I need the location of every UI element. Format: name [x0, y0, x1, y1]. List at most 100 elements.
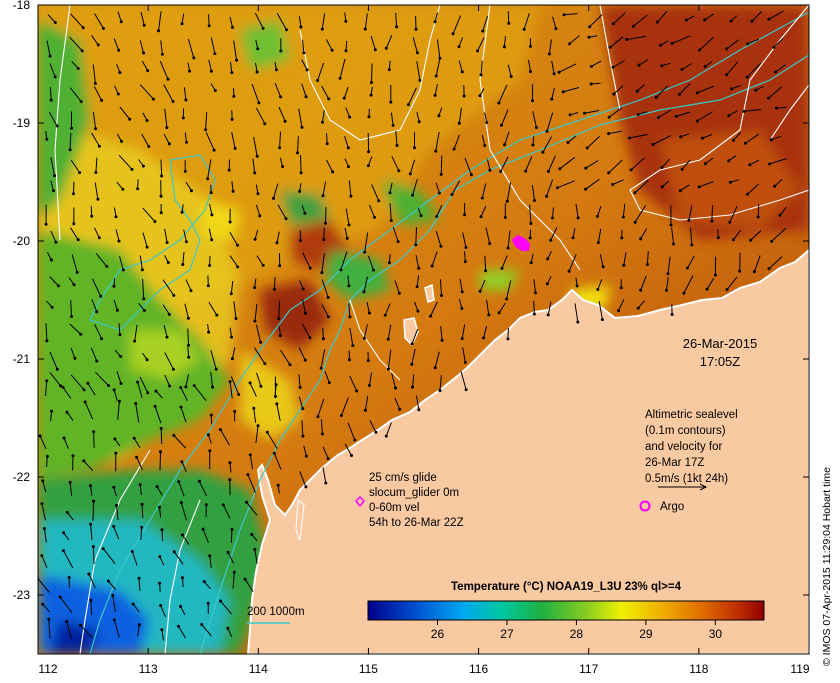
velocity-arrow	[301, 155, 302, 173]
velocity-arrow-head	[210, 238, 213, 241]
velocity-arrow-head	[679, 189, 682, 192]
velocity-arrow-head	[584, 188, 587, 191]
velocity-arrow-head	[72, 222, 75, 225]
velocity-arrow-head	[672, 243, 675, 246]
velocity-arrow-head	[207, 602, 210, 605]
velocity-arrow-head	[596, 215, 599, 218]
velocity-arrow-head	[142, 165, 145, 168]
velocity-arrow-head	[563, 13, 566, 16]
velocity-arrow-head	[546, 130, 549, 133]
velocity-arrow-head	[637, 113, 640, 116]
velocity-arrow-head	[340, 414, 343, 417]
velocity-arrow-head	[254, 320, 257, 323]
velocity-arrow-head	[533, 313, 536, 316]
velocity-arrow-head	[746, 193, 749, 196]
velocity-arrow-head	[146, 119, 149, 122]
velocity-arrow	[712, 205, 713, 221]
velocity-arrow	[534, 301, 535, 314]
velocity-arrow-head	[767, 97, 770, 100]
velocity-arrow-head	[160, 195, 163, 198]
velocity-arrow-head	[439, 389, 442, 392]
velocity-arrow-head	[179, 605, 182, 608]
velocity-arrow-head	[601, 318, 604, 321]
velocity-arrow-head	[617, 309, 620, 312]
velocity-arrow-head	[262, 27, 265, 30]
velocity-arrow-head	[193, 384, 196, 387]
colorbar-tick-label: 28	[570, 627, 584, 641]
velocity-arrow-head	[465, 246, 468, 249]
velocity-arrow-head	[54, 241, 57, 244]
velocity-arrow-head	[161, 53, 164, 56]
velocity-arrow-head	[134, 402, 137, 405]
velocity-arrow-head	[303, 212, 306, 215]
velocity-arrow-head	[208, 554, 211, 557]
velocity-arrow-head	[636, 90, 639, 93]
velocity-arrow-head	[503, 45, 506, 48]
velocity-arrow-head	[205, 503, 208, 506]
velocity-arrow-head	[155, 390, 158, 393]
velocity-arrow-head	[385, 47, 388, 50]
velocity-arrow-head	[277, 317, 280, 320]
velocity-arrow-head	[95, 360, 98, 363]
velocity-arrow-head	[625, 38, 628, 41]
velocity-arrow-head	[389, 191, 392, 194]
velocity-arrow-head	[476, 49, 479, 52]
velocity-arrow-head	[529, 45, 532, 48]
velocity-arrow-head	[50, 259, 53, 262]
velocity-arrow-head	[510, 75, 513, 78]
velocity-arrow-head	[139, 483, 142, 486]
velocity-arrow-head	[576, 321, 579, 324]
velocity-arrow-head	[394, 387, 397, 390]
velocity-arrow-head	[273, 452, 276, 455]
velocity-arrow-head	[690, 243, 693, 246]
velocity-arrow-head	[768, 267, 771, 270]
velocity-arrow	[324, 228, 325, 240]
velocity-arrow-head	[434, 20, 437, 23]
velocity-arrow-head	[230, 71, 233, 74]
velocity-arrow-head	[165, 126, 168, 129]
velocity-arrow-head	[671, 42, 674, 45]
velocity-arrow-head	[51, 306, 54, 309]
velocity-arrow-head	[367, 359, 370, 362]
velocity-arrow-head	[140, 526, 143, 529]
velocity-arrow-head	[128, 118, 131, 121]
velocity-arrow-head	[301, 126, 304, 129]
velocity-arrow-head	[608, 116, 611, 119]
velocity-arrow	[441, 156, 442, 175]
velocity-arrow-head	[548, 53, 551, 56]
velocity-arrow-head	[99, 295, 102, 298]
velocity-arrow	[91, 206, 92, 216]
velocity-arrow-head	[413, 146, 416, 149]
velocity-arrow-head	[274, 395, 277, 398]
velocity-arrow-head	[118, 71, 121, 74]
velocity-arrow-head	[187, 344, 190, 347]
velocity-arrow-head	[118, 240, 121, 243]
velocity-arrow-head	[529, 236, 532, 239]
velocity-arrow-head	[567, 141, 570, 144]
velocity-arrow-head	[158, 506, 161, 509]
velocity-arrow-head	[92, 430, 95, 433]
velocity-arrow-head	[458, 122, 461, 125]
velocity-arrow-head	[136, 381, 139, 384]
velocity-arrow-head	[416, 51, 419, 54]
velocity-arrow-head	[233, 410, 236, 413]
velocity-arrow-head	[256, 47, 259, 50]
velocity-arrow-head	[215, 314, 218, 317]
velocity-arrow-head	[210, 191, 213, 194]
velocity-arrow-head	[622, 264, 625, 267]
velocity-arrow-head	[84, 401, 87, 404]
velocity-arrow-head	[703, 18, 706, 21]
velocity-arrow-head	[483, 144, 486, 147]
velocity-arrow-head	[611, 183, 614, 186]
velocity-arrow-head	[612, 93, 615, 96]
velocity-arrow-head	[345, 49, 348, 52]
velocity-arrow-head	[507, 22, 510, 25]
velocity-arrow-head	[301, 435, 304, 438]
velocity-arrow-head	[152, 98, 155, 101]
velocity-arrow-head	[498, 311, 501, 314]
velocity-arrow-head	[227, 551, 230, 554]
velocity-arrow-head	[316, 79, 319, 82]
velocity-arrow-head	[364, 28, 367, 31]
